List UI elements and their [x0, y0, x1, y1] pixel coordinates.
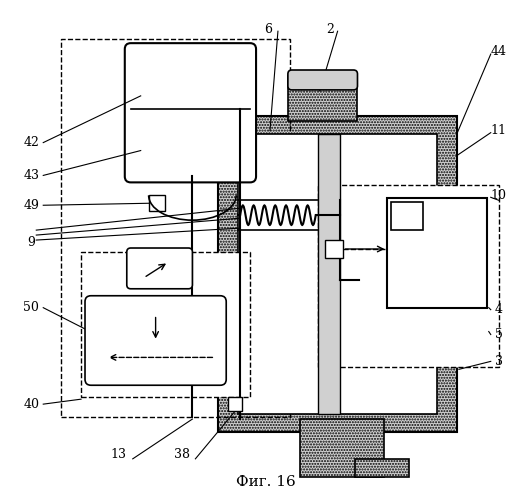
Bar	[300, 419, 384, 476]
Text: 40: 40	[23, 398, 39, 410]
Bar	[354, 459, 409, 476]
Bar	[228, 397, 242, 411]
Text: 10: 10	[491, 189, 506, 202]
Text: Фиг. 16: Фиг. 16	[236, 474, 296, 488]
FancyBboxPatch shape	[127, 248, 193, 289]
Text: 44: 44	[491, 44, 506, 58]
FancyBboxPatch shape	[85, 296, 226, 385]
Bar	[218, 116, 457, 432]
Text: 50: 50	[23, 301, 39, 314]
Text: 13: 13	[111, 448, 127, 462]
Text: 9: 9	[27, 236, 35, 248]
Text: 6: 6	[264, 22, 272, 36]
Text: 49: 49	[23, 198, 39, 212]
FancyBboxPatch shape	[125, 43, 256, 182]
Text: 3: 3	[495, 355, 503, 368]
Text: 42: 42	[23, 136, 39, 149]
Bar	[387, 198, 487, 308]
Bar	[238, 134, 437, 414]
Bar	[81, 252, 250, 397]
Bar	[61, 39, 290, 417]
Bar	[325, 240, 343, 258]
Text: 4: 4	[495, 303, 503, 316]
Text: 5: 5	[495, 328, 503, 341]
Bar	[288, 76, 358, 120]
Bar	[148, 196, 164, 211]
Bar	[318, 186, 498, 368]
Bar	[318, 134, 339, 414]
Text: 43: 43	[23, 169, 39, 182]
FancyBboxPatch shape	[288, 70, 358, 90]
Bar	[392, 202, 423, 230]
Text: 11: 11	[491, 124, 506, 137]
Text: 38: 38	[174, 448, 190, 462]
Text: 2: 2	[326, 22, 334, 36]
